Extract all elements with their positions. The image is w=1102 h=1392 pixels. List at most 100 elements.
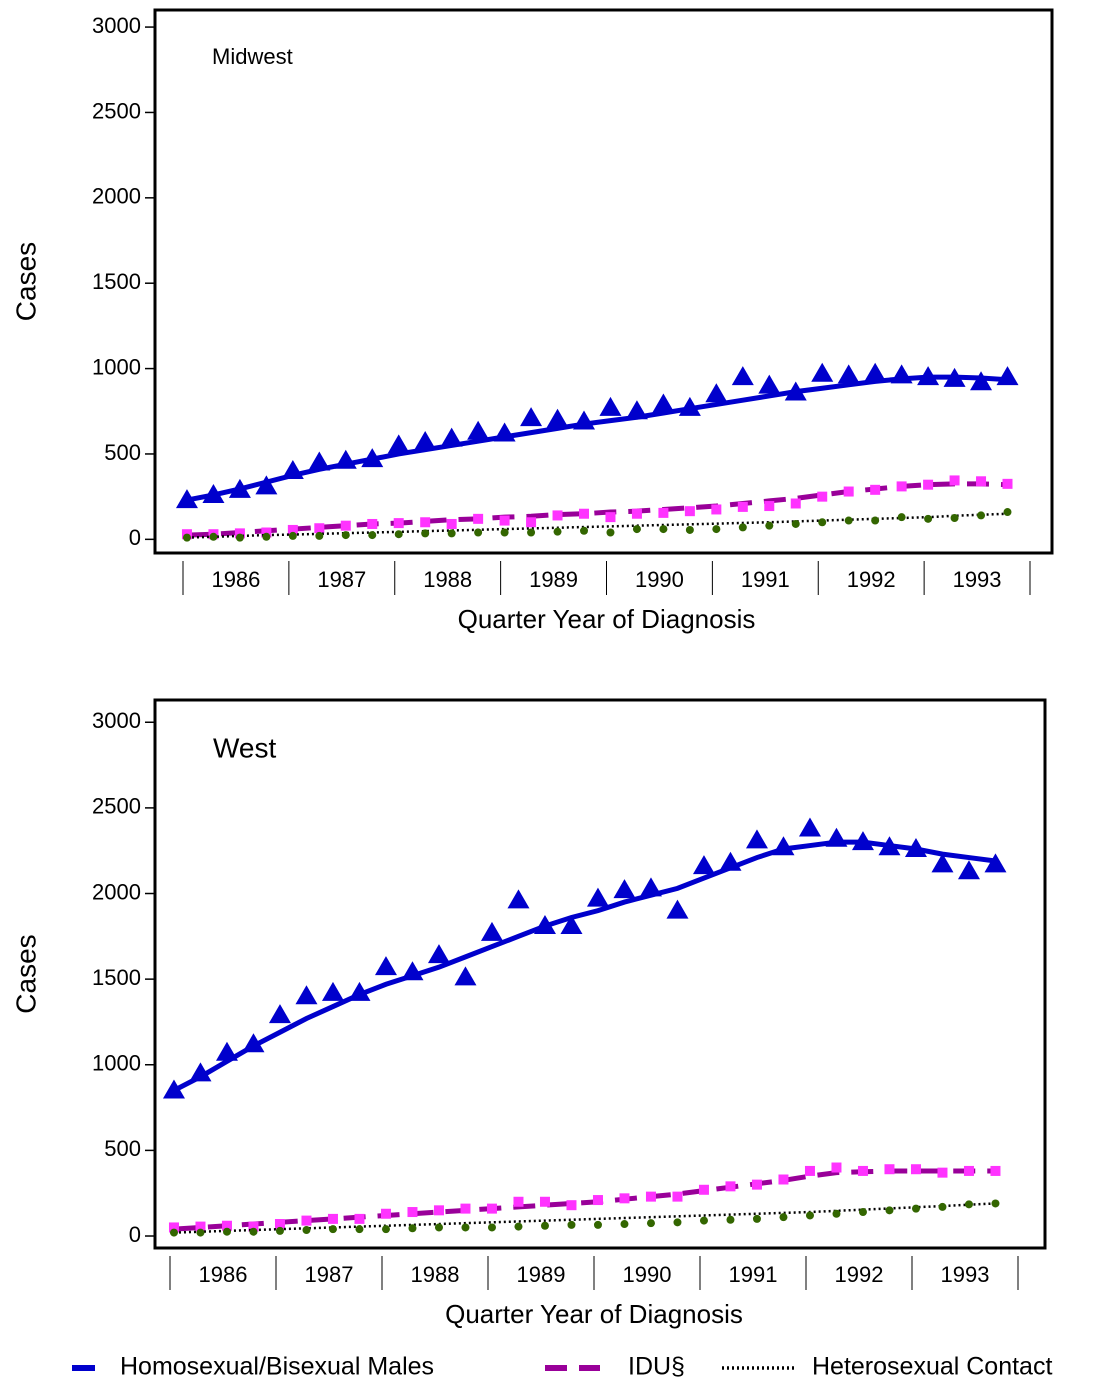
square-marker (658, 507, 669, 518)
triangle-marker (268, 1004, 291, 1024)
triangle-marker (943, 367, 966, 387)
triangle-marker (772, 836, 795, 856)
triangle-marker (784, 381, 807, 401)
x-tick-label: 1993 (941, 1262, 990, 1287)
dot-marker (673, 1218, 682, 1227)
square-marker (407, 1207, 418, 1218)
triangle-marker (957, 860, 980, 880)
triangle-marker (864, 362, 887, 382)
x-tick-label: 1989 (517, 1262, 566, 1287)
square-marker (619, 1193, 630, 1204)
plot-frame (153, 698, 1047, 1250)
triangle-marker (546, 408, 569, 428)
triangle-marker (970, 371, 993, 391)
square-marker (234, 528, 245, 539)
dot-marker (646, 1219, 655, 1228)
square-marker (923, 479, 934, 490)
triangle-marker (520, 407, 543, 427)
square-marker (910, 1164, 921, 1175)
triangle-marker (334, 449, 357, 469)
triangle-marker (825, 827, 848, 847)
dot-marker (169, 1228, 178, 1237)
dot-marker (567, 1220, 576, 1229)
triangle-marker (175, 489, 198, 509)
trend-line (172, 839, 996, 1093)
dot-marker (620, 1220, 629, 1229)
y-tick-label: 2500 (92, 794, 141, 819)
y-tick-label: 3000 (92, 13, 141, 38)
dot-marker (858, 1208, 867, 1217)
dot-marker (209, 532, 218, 541)
y-tick-label: 0 (129, 525, 141, 550)
triangle-marker (692, 855, 715, 875)
x-tick-label: 1993 (953, 567, 1002, 592)
triangle-marker (931, 853, 954, 873)
trend-line (186, 374, 1008, 503)
square-marker (1002, 478, 1013, 489)
dot-marker (659, 525, 668, 534)
triangle-marker (228, 478, 251, 498)
square-marker (499, 515, 510, 526)
square-marker (778, 1174, 789, 1185)
triangle-marker (507, 889, 530, 909)
dot-marker (355, 1225, 364, 1234)
plot-frame (153, 8, 1054, 555)
square-marker (963, 1165, 974, 1176)
triangle-marker (414, 431, 437, 451)
x-tick-label: 1987 (305, 1262, 354, 1287)
dot-marker (885, 1206, 894, 1215)
square-marker (513, 1196, 524, 1207)
square-marker (751, 1179, 762, 1190)
triangle-marker (745, 829, 768, 849)
dot-marker (182, 533, 191, 542)
y-axis-label: Cases (10, 242, 41, 321)
y-tick-label: 500 (104, 1136, 141, 1161)
triangle-marker (189, 1062, 212, 1082)
triangle-marker (904, 837, 927, 857)
square-marker (248, 1221, 259, 1232)
dot-marker (752, 1214, 761, 1223)
triangle-marker (454, 966, 477, 986)
square-marker (737, 501, 748, 512)
triangle-marker (625, 400, 648, 420)
triangle-marker (586, 887, 609, 907)
x-tick-label: 1991 (741, 567, 790, 592)
square-marker (579, 508, 590, 519)
dot-marker (341, 531, 350, 540)
triangle-marker (560, 915, 583, 935)
legend-label: Homosexual/Bisexual Males (120, 1353, 434, 1381)
square-marker (274, 1219, 285, 1230)
square-marker (566, 1200, 577, 1211)
triangle-marker (798, 817, 821, 837)
triangle-marker (374, 956, 397, 976)
square-marker (460, 1203, 471, 1214)
triangle-marker (731, 366, 754, 386)
dot-marker (196, 1228, 205, 1237)
panel-title: West (213, 732, 276, 763)
square-marker (393, 518, 404, 529)
legend-label: Heterosexual Contact (812, 1353, 1052, 1381)
square-marker (990, 1165, 1001, 1176)
dot-marker (805, 1211, 814, 1220)
square-marker (764, 501, 775, 512)
triangle-marker (533, 915, 556, 935)
triangle-marker (613, 879, 636, 899)
square-marker (870, 484, 881, 495)
dot-marker (302, 1226, 311, 1235)
y-tick-label: 1500 (92, 269, 141, 294)
dot-marker (738, 523, 747, 532)
dot-marker (580, 526, 589, 535)
square-marker (221, 1220, 232, 1231)
panel-title: Midwest (212, 44, 293, 69)
triangle-marker (678, 396, 701, 416)
square-marker (631, 508, 642, 519)
dot-marker (381, 1225, 390, 1234)
triangle-marker (837, 364, 860, 384)
dot-marker (964, 1200, 973, 1209)
trend-line (173, 1202, 996, 1234)
y-axis-label: Cases (10, 934, 41, 1013)
square-marker (446, 518, 457, 529)
square-marker (843, 486, 854, 497)
